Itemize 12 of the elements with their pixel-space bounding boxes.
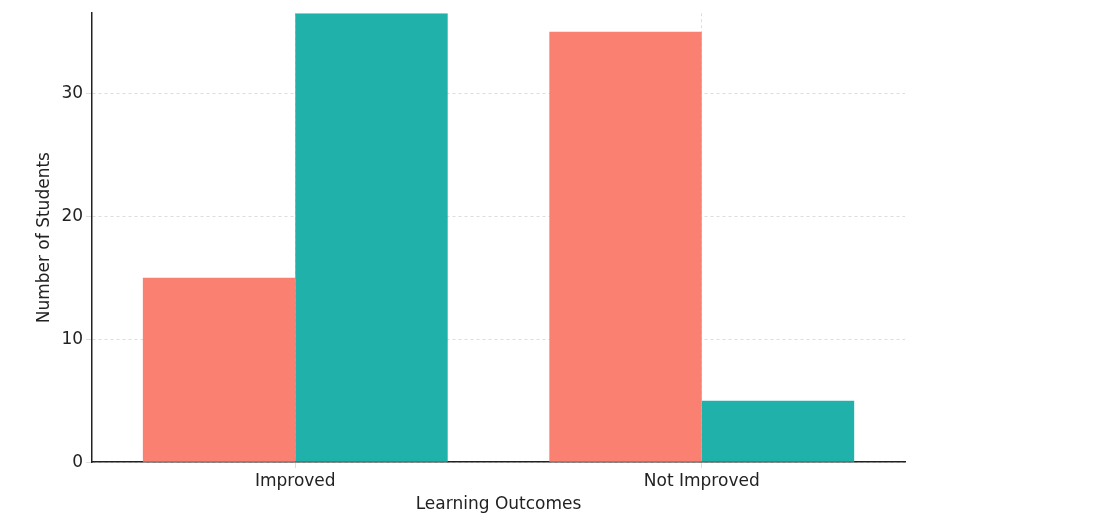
x-tick-label: Not Improved xyxy=(643,469,760,490)
y-tick-label: 30 xyxy=(61,81,84,102)
y-axis-title: Number of Students xyxy=(32,151,53,324)
y-tick-label: 10 xyxy=(61,327,84,348)
bar xyxy=(701,400,855,462)
y-tick-label: 0 xyxy=(72,450,84,471)
bar xyxy=(142,277,296,462)
y-tick-label: 20 xyxy=(61,204,84,225)
x-tick-label: Improved xyxy=(254,469,336,490)
bar xyxy=(549,31,702,462)
bar xyxy=(295,13,448,462)
x-axis-title: Learning Outcomes xyxy=(415,493,582,514)
